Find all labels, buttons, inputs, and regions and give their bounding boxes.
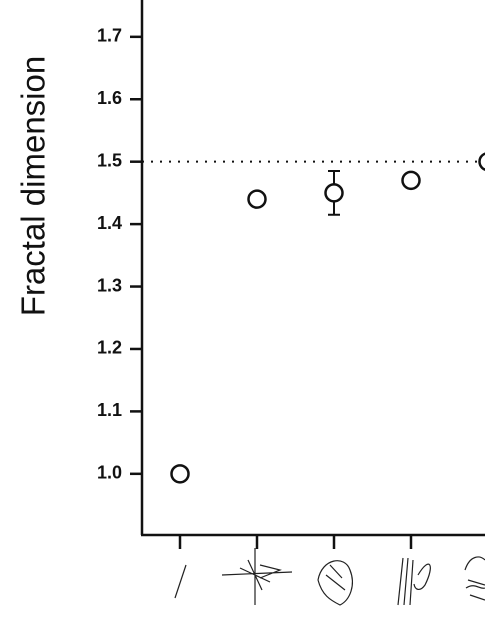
y-tick-label: 1.5 — [97, 150, 122, 170]
point — [478, 152, 485, 171]
y-tick-label: 1.6 — [97, 88, 122, 108]
y-tick-label: 1.4 — [97, 213, 122, 233]
y-tick-label: 1.3 — [97, 275, 122, 295]
y-tick-label: 1.2 — [97, 338, 122, 358]
icon-line — [174, 564, 187, 599]
icon-tree — [397, 557, 431, 606]
y-tick-label: 1.1 — [97, 400, 122, 420]
y-axis-title: Fractal dimension — [15, 56, 52, 316]
icon-figure — [464, 556, 485, 601]
point — [247, 189, 267, 209]
y-tick-label: 1.0 — [97, 463, 122, 483]
y-tick-label: 1.7 — [97, 26, 122, 46]
icon-spider — [221, 548, 293, 605]
point — [401, 170, 421, 191]
point — [170, 464, 190, 484]
category-icons — [174, 548, 485, 606]
icon-fish — [317, 560, 353, 606]
point — [324, 183, 344, 203]
